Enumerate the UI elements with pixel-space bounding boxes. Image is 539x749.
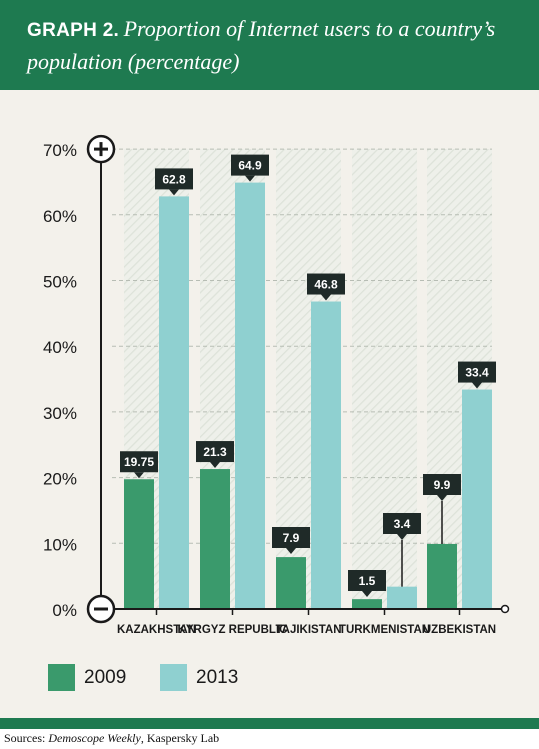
value-label-2013: 46.8 <box>314 278 338 292</box>
callout-box <box>383 513 421 534</box>
sources-suffix: , Kaspersky Lab <box>140 731 220 745</box>
callout-pointer <box>169 189 179 196</box>
callout-box <box>120 451 158 473</box>
value-label-2009: 7.9 <box>283 531 300 545</box>
y-tick-label: 20% <box>43 470 77 489</box>
value-label-2009: 9.9 <box>434 478 451 492</box>
legend-label-2013: 2013 <box>196 667 239 688</box>
legend-swatch-2009 <box>48 664 75 691</box>
footer-bar <box>0 718 539 729</box>
bar-2009 <box>124 479 154 609</box>
callout-pointer <box>397 534 407 540</box>
value-label-2009: 21.3 <box>203 445 227 459</box>
value-label-2009: 19.75 <box>124 455 154 469</box>
callout-pointer <box>437 495 447 501</box>
x-tick-label: KAZAKHSTAN <box>117 624 196 636</box>
bar-2013 <box>387 586 417 609</box>
legend-label-2009: 2009 <box>84 667 127 688</box>
bar-2013 <box>235 182 265 609</box>
bar-2013 <box>311 301 341 609</box>
sources-prefix: Sources: <box>4 731 49 745</box>
callout-box <box>423 474 461 495</box>
y-tick-label: 10% <box>43 535 77 554</box>
y-tick-label: 60% <box>43 207 77 226</box>
bar-2009 <box>352 599 382 609</box>
callout-box <box>196 441 234 463</box>
callout-pointer <box>134 472 144 479</box>
legend: 2009 2013 <box>0 664 539 691</box>
bar-chart: 19.75 21.3 7.9 1.5 9.9 62.8 64.9 46.8 3.4 33.4 0%… <box>43 134 510 636</box>
x-tick-label: KYRGYZ REPUBLIC <box>178 624 288 636</box>
callout-box <box>155 168 193 190</box>
x-tick-label: TAJIKISTAN <box>275 624 341 636</box>
x-tick-label: UZBEKISTAN <box>423 624 496 636</box>
callout-pointer <box>362 591 372 597</box>
callout-box <box>231 154 269 176</box>
value-label-2013: 64.9 <box>238 159 262 173</box>
callout-pointer <box>472 382 482 389</box>
value-label-2013: 3.4 <box>394 517 411 531</box>
axis-end-dot <box>500 604 510 614</box>
callout-pointer <box>321 294 331 301</box>
y-tick-label: 50% <box>43 273 77 292</box>
bar-2009 <box>427 543 457 609</box>
hatched-column-bg <box>352 149 417 609</box>
callout-pointer <box>286 548 296 554</box>
value-label-2009: 1.5 <box>359 574 376 588</box>
y-tick-label: 70% <box>43 141 77 160</box>
value-label-2013: 33.4 <box>465 366 489 380</box>
graph-number: GRAPH 2. <box>27 20 120 41</box>
bar-2013 <box>159 196 189 610</box>
y-tick-label: 0% <box>52 601 77 620</box>
chart-title-block: GRAPH 2. Proportion of Internet users to… <box>27 14 527 80</box>
value-label-2013: 62.8 <box>162 172 186 186</box>
bar-2013 <box>462 389 492 609</box>
header-banner: GRAPH 2. Proportion of Internet users to… <box>0 0 539 90</box>
bar-2009 <box>276 557 306 609</box>
legend-swatch-2013 <box>160 664 187 691</box>
x-tick-label: TURKMENISTAN <box>339 624 430 636</box>
y-tick-label: 30% <box>43 404 77 423</box>
y-tick-label: 40% <box>43 338 77 357</box>
callout-box <box>307 273 345 295</box>
sources-note: Sources: Demoscope Weekly, Kaspersky Lab <box>4 731 219 746</box>
callout-box <box>272 527 310 548</box>
chart-title: Proportion of Internet users to a countr… <box>27 16 496 74</box>
callout-pointer <box>245 175 255 182</box>
callout-box <box>458 361 496 383</box>
bar-2009 <box>200 469 230 609</box>
sources-publication: Demoscope Weekly <box>48 731 141 745</box>
callout-box <box>348 570 386 591</box>
callout-pointer <box>210 462 220 469</box>
